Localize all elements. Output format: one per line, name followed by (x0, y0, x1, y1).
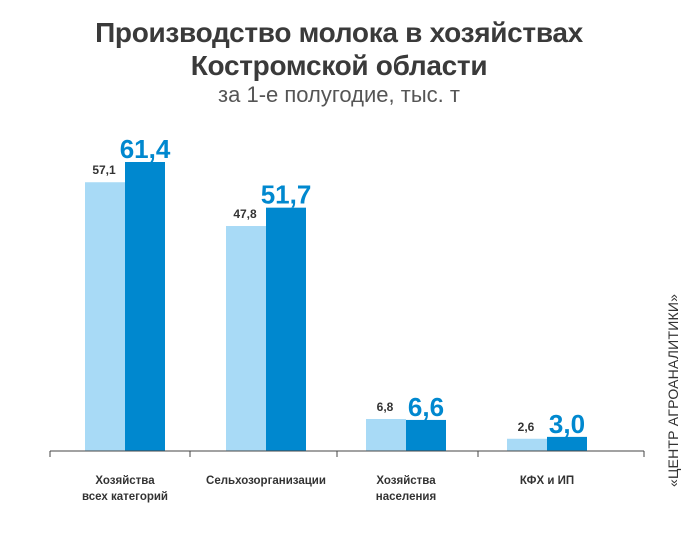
value-label-current-year: 51,7 (261, 180, 312, 210)
value-label-prev-year: 57,1 (92, 163, 116, 177)
category-label: населения (376, 491, 436, 503)
bar-prev-year (226, 226, 266, 451)
bar-current-year (125, 162, 165, 451)
chart-title-line-1: Производство молока в хозяйствах (95, 17, 583, 48)
category-label: всех категорий (82, 491, 168, 503)
value-label-prev-year: 6,8 (377, 400, 394, 414)
category-label: Хозяйства (376, 475, 436, 487)
category-label: КФХ и ИП (520, 475, 574, 487)
category-label: Сельхозорганизации (206, 475, 326, 487)
bar-prev-year (366, 418, 406, 451)
bar-current-year (266, 207, 306, 451)
value-label-current-year: 6,6 (408, 392, 444, 422)
chart-title: Производство молока в хозяйствах Костром… (0, 16, 678, 82)
watermark: «ЦЕНТР АГРОАНАЛИТИКИ» (665, 293, 681, 487)
bar-current-year (547, 436, 587, 451)
category-label: Хозяйства (95, 475, 155, 487)
value-label-current-year: 61,4 (120, 134, 171, 164)
chart-subtitle: за 1-е полугодие, тыс. т (218, 82, 460, 107)
value-label-prev-year: 2,6 (518, 420, 535, 434)
bar-current-year (406, 419, 446, 451)
chart-title-line-2: Костромской области (190, 50, 488, 81)
bar-prev-year (507, 438, 547, 451)
value-label-current-year: 3,0 (549, 409, 585, 439)
value-label-prev-year: 47,8 (233, 207, 257, 221)
bar-prev-year (85, 182, 125, 451)
